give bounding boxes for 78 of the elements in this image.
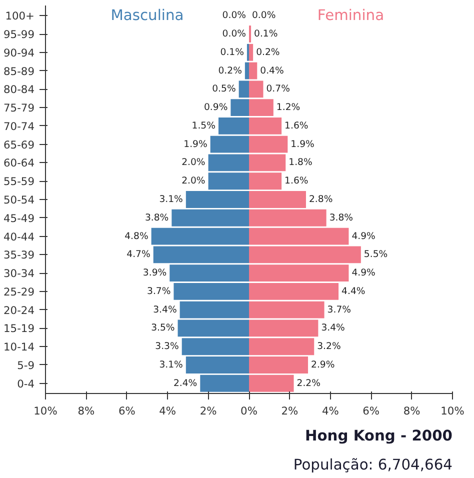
y-tick-label: 40-44: [4, 230, 35, 244]
data-label: 0.2%: [218, 65, 242, 76]
y-tick-label: 95-99: [4, 28, 35, 41]
data-label: 4.8%: [124, 230, 148, 242]
y-tick-label: 60-64: [4, 156, 35, 170]
data-label: 1.9%: [184, 138, 208, 150]
data-label: 0.1%: [254, 28, 278, 40]
data-label: 1.9%: [290, 138, 314, 150]
y-tick-label: 10-14: [4, 340, 35, 354]
y-tick-label: 75-79: [4, 102, 35, 115]
x-tick-label: 8%: [78, 404, 95, 418]
data-label: 1.8%: [288, 157, 312, 168]
data-label: 0.7%: [266, 84, 290, 95]
x-tick-label: 8%: [403, 404, 420, 418]
data-label: 1.2%: [276, 102, 300, 114]
y-tick-label: 15-19: [4, 322, 35, 336]
data-label: 3.7%: [327, 304, 352, 316]
data-label: 2.0%: [182, 157, 206, 168]
x-tick-label: 4%: [322, 404, 339, 418]
data-label: 0.2%: [256, 46, 280, 58]
y-tick-label: 35-39: [4, 248, 35, 262]
text: Feminina: [317, 7, 384, 24]
data-label: 0.5%: [212, 84, 236, 95]
data-label: 3.4%: [153, 304, 177, 316]
data-label: 0.1%: [220, 46, 244, 58]
data-label: 3.2%: [317, 341, 341, 352]
text: Masculina: [110, 7, 184, 24]
data-label: 0.9%: [204, 102, 228, 114]
y-tick-label: 70-74: [4, 120, 35, 133]
data-label: 0.0%: [222, 28, 246, 40]
data-label: 3.7%: [147, 286, 171, 297]
data-label: 5.5%: [364, 249, 388, 260]
x-tick-label: 10%: [440, 404, 464, 418]
data-label: 3.1%: [159, 194, 184, 205]
data-label: 2.9%: [311, 360, 335, 370]
data-label: 3.8%: [144, 212, 169, 224]
y-tick-label: 0-4: [17, 377, 35, 390]
y-tick-label: 25-29: [4, 285, 35, 298]
data-label: 0.0%: [252, 10, 276, 22]
data-label: 4.4%: [342, 286, 366, 297]
data-label: 4.7%: [126, 249, 150, 260]
y-tick-label: 90-94: [4, 46, 35, 60]
y-tick-label: 80-84: [4, 83, 35, 96]
y-tick-label: 50-54: [4, 194, 35, 206]
data-label: 3.4%: [321, 322, 346, 334]
y-tick-label: 65-69: [4, 138, 35, 152]
y-tick-label: 45-49: [4, 212, 35, 225]
data-label: 4.9%: [352, 230, 376, 242]
data-label: 3.3%: [155, 341, 179, 352]
y-tick-label: 5-9: [17, 359, 35, 372]
data-label: 3.1%: [159, 360, 184, 370]
text: Hong Kong - 2000: [304, 428, 453, 444]
y-tick-label: 55-59: [4, 175, 35, 188]
x-tick-label: 2%: [281, 404, 298, 418]
x-tick-label: 10%: [34, 404, 58, 418]
data-label: 1.5%: [192, 120, 216, 132]
y-tick-label: 85-89: [4, 64, 35, 78]
data-label: 2.4%: [173, 378, 198, 389]
data-label: 0.4%: [260, 65, 284, 76]
data-label: 3.9%: [142, 268, 167, 279]
y-tick-label: 30-34: [4, 267, 35, 280]
text: População: 6,704,664: [293, 456, 453, 474]
y-tick-label: 20-24: [4, 304, 35, 317]
x-tick-label: 6%: [118, 404, 136, 418]
y-tick-label: 100+: [5, 10, 35, 23]
x-tick-label: 0%: [240, 404, 258, 418]
data-label: 1.6%: [284, 120, 308, 132]
data-label: 3.8%: [329, 212, 354, 224]
data-label: 2.8%: [308, 194, 333, 205]
x-tick-label: 2%: [200, 404, 217, 418]
data-label: 1.6%: [284, 176, 308, 187]
data-label: 2.0%: [182, 176, 206, 187]
x-tick-label: 4%: [159, 404, 176, 418]
x-tick-label: 6%: [362, 404, 380, 418]
data-label: 4.9%: [352, 268, 376, 279]
data-label: 2.2%: [296, 378, 321, 389]
data-label: 0.0%: [222, 10, 246, 22]
data-label: 3.5%: [151, 322, 175, 334]
